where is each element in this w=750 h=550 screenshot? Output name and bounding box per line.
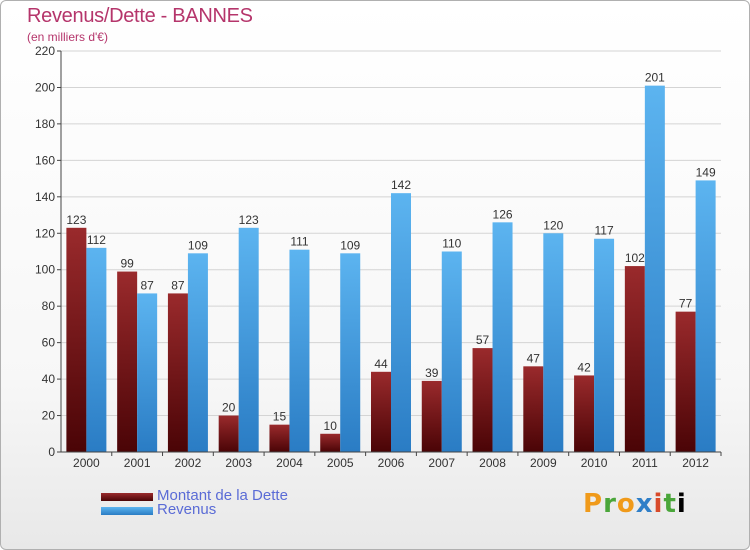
bar-revenue-2003 [238,227,259,452]
bar-debt-2009 [523,366,544,452]
bar-debt-2002 [167,293,188,452]
bar-revenue-2009 [543,233,564,452]
y-tick-label-40: 40 [42,372,56,386]
data-label-revenue-2002: 109 [188,238,208,252]
bar-debt-2012 [675,311,696,452]
y-tick-label-80: 80 [42,299,56,313]
data-label-debt-2006: 44 [374,357,388,371]
y-tick-label-180: 180 [35,117,55,131]
y-tick-label-140: 140 [35,190,55,204]
bar-debt-2010 [574,375,595,452]
data-label-revenue-2009: 120 [543,218,563,232]
data-label-debt-2010: 42 [577,360,591,374]
bar-revenue-2006 [391,193,411,452]
x-tick-label-2000: 2000 [73,456,100,470]
x-tick-label-2003: 2003 [225,456,252,470]
y-tick-label-220: 220 [35,44,55,58]
y-tick-label-160: 160 [35,153,55,167]
data-label-debt-2004: 15 [273,410,287,424]
x-tick-label-2008: 2008 [479,456,506,470]
bar-revenue-2012 [695,180,716,452]
x-tick-label-2002: 2002 [175,456,202,470]
bar-revenue-2010 [594,238,615,452]
data-label-revenue-2003: 123 [239,213,259,227]
legend-label-revenue: Revenus [157,501,217,518]
bar-debt-2005 [320,433,341,452]
bar-debt-2001 [117,271,138,452]
y-tick-label-60: 60 [42,336,56,350]
data-label-debt-2003: 20 [222,401,236,415]
bar-revenue-2011 [644,85,665,452]
bar-revenue-2005 [340,253,361,452]
x-tick-label-2001: 2001 [124,456,151,470]
bar-debt-2006 [371,371,391,452]
data-label-debt-2005: 10 [324,419,338,433]
x-tick-label-2011: 2011 [632,456,658,470]
y-tick-label-120: 120 [35,226,55,240]
y-tick-label-200: 200 [35,80,55,94]
data-label-revenue-2001: 87 [140,278,154,292]
chart-title: Revenus/Dette - BANNES [27,5,253,27]
data-label-revenue-2005: 109 [340,238,360,252]
legend-label-debt: Montant de la Dette [157,487,288,504]
x-tick-label-2005: 2005 [327,456,354,470]
bar-debt-2003 [218,415,239,452]
x-tick-label-2007: 2007 [428,456,455,470]
data-label-debt-2002: 87 [171,278,185,292]
y-tick-label-20: 20 [42,409,56,423]
bar-debt-2008 [472,348,493,452]
legend-swatch-debt [101,493,153,501]
data-label-debt-2012: 77 [679,297,693,311]
x-tick-label-2010: 2010 [581,456,608,470]
data-label-revenue-2000: 112 [87,233,106,247]
bar-revenue-2001 [137,293,158,452]
data-label-revenue-2011: 201 [645,71,665,85]
data-label-debt-2001: 99 [120,257,134,271]
data-label-debt-2007: 39 [425,366,439,380]
bar-revenue-2002 [187,253,208,452]
bar-debt-2007 [421,380,442,452]
data-label-revenue-2008: 126 [493,207,513,221]
bar-revenue-2008 [492,222,513,452]
x-tick-label-2009: 2009 [530,456,557,470]
proxiti-logo: Proxiti [583,489,687,519]
data-label-revenue-2012: 149 [696,165,716,179]
x-tick-label-2006: 2006 [378,456,405,470]
bar-debt-2011 [624,266,645,452]
data-label-revenue-2004: 111 [290,235,309,249]
bar-revenue-2000 [86,247,107,452]
data-label-debt-2009: 47 [527,351,541,365]
data-label-revenue-2010: 117 [595,224,614,238]
y-tick-label-0: 0 [48,445,55,459]
bar-debt-2004 [269,424,290,452]
y-tick-label-100: 100 [35,263,55,277]
data-label-debt-2000: 123 [66,213,86,227]
bar-debt-2000 [66,227,87,452]
x-tick-label-2012: 2012 [682,456,709,470]
chart-subtitle: (en milliers d'€) [27,30,108,44]
data-label-debt-2011: 102 [625,251,645,265]
data-label-debt-2008: 57 [476,333,490,347]
x-tick-label-2004: 2004 [276,456,303,470]
data-label-revenue-2007: 110 [442,237,461,251]
bar-revenue-2004 [289,249,310,452]
data-label-revenue-2006: 142 [391,178,411,192]
legend-swatch-revenue [101,507,153,515]
bar-revenue-2007 [441,251,462,452]
